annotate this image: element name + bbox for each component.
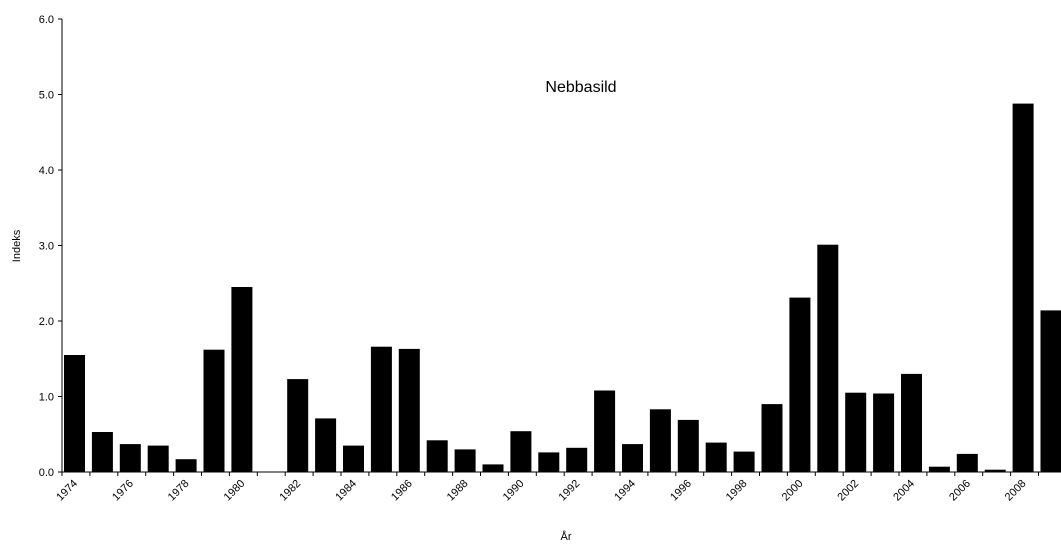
x-tick-label: 1976 xyxy=(110,478,136,504)
bar-1989 xyxy=(482,464,504,472)
bar-2003 xyxy=(873,393,895,472)
bar-1982 xyxy=(287,379,309,472)
y-tick-label: 1.0 xyxy=(39,392,54,404)
bar-2004 xyxy=(901,373,922,472)
y-tick-label: 0.0 xyxy=(39,467,54,479)
bar-2009 xyxy=(1040,310,1061,472)
x-tick-label: 1974 xyxy=(54,478,80,504)
bar-2001 xyxy=(817,244,839,472)
bar-1980 xyxy=(231,287,253,472)
y-tick-label: 5.0 xyxy=(39,90,54,102)
x-tick-label: 1990 xyxy=(501,478,527,504)
bar-1992 xyxy=(566,447,588,472)
y-tick-label: 6.0 xyxy=(39,14,54,26)
y-axis-title: Indeks xyxy=(11,229,23,262)
x-tick-label: 1986 xyxy=(389,478,415,504)
bar-1999 xyxy=(761,404,783,472)
bar-1994 xyxy=(622,444,643,472)
bar-1995 xyxy=(649,409,671,472)
x-ticks-group: 1974 1976 1978 1980 1982 1984 1986 1988 1990 1992… xyxy=(54,472,1039,504)
bar-1986 xyxy=(398,348,420,472)
bar-1988 xyxy=(454,449,476,472)
x-tick-label: 1978 xyxy=(166,478,192,504)
x-tick-label: 2000 xyxy=(780,478,806,504)
bar-1985 xyxy=(370,346,392,472)
bar-1975 xyxy=(91,432,113,472)
bar-1983 xyxy=(315,418,337,472)
x-tick-label: 2004 xyxy=(891,478,917,504)
x-tick-label: 1994 xyxy=(612,478,638,504)
x-tick-label: 1992 xyxy=(557,478,583,504)
bar-1976 xyxy=(119,444,141,472)
bar-1990 xyxy=(510,431,532,472)
bar-2002 xyxy=(845,392,867,472)
bars-group xyxy=(64,103,1061,472)
bar-1991 xyxy=(538,452,560,472)
bar-1979 xyxy=(203,349,225,472)
bar-1997 xyxy=(705,442,727,472)
y-tick-label: 3.0 xyxy=(39,241,54,253)
x-axis-title: År xyxy=(561,530,572,543)
x-tick-label: 1980 xyxy=(222,478,248,504)
bar-1998 xyxy=(733,451,755,472)
y-ticks-group: 0.0 1.0 2.0 3.0 4.0 5.0 6.0 xyxy=(39,14,62,479)
x-tick-label: 1982 xyxy=(277,478,303,504)
y-tick-label: 2.0 xyxy=(39,316,54,328)
x-tick-label: 2008 xyxy=(1003,478,1029,504)
bar-1996 xyxy=(677,419,699,472)
y-tick-label: 4.0 xyxy=(39,165,54,177)
bar-1987 xyxy=(426,440,448,472)
bar-2007 xyxy=(984,469,1006,472)
x-tick-label: 1996 xyxy=(668,478,694,504)
bar-2005 xyxy=(928,466,950,472)
bar-2000 xyxy=(789,297,811,472)
x-tick-label: 1988 xyxy=(445,478,471,504)
x-tick-label: 2006 xyxy=(947,478,973,504)
bar-1977 xyxy=(147,445,169,472)
bar-2006 xyxy=(956,453,978,472)
x-tick-label: 1998 xyxy=(724,478,750,504)
bar-1993 xyxy=(594,390,616,472)
x-tick-label: 1984 xyxy=(333,478,359,504)
bar-1978 xyxy=(175,459,197,472)
bar-1974 xyxy=(64,355,85,472)
x-tick-label: 2002 xyxy=(835,478,861,504)
bar-2008 xyxy=(1012,103,1034,472)
chart-title: Nebbasild xyxy=(545,79,616,96)
bar-1984 xyxy=(343,445,364,472)
